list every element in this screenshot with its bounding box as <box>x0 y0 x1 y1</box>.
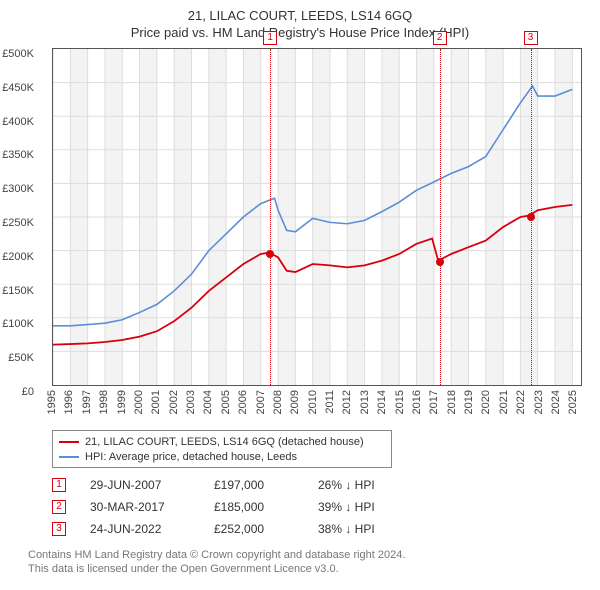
legend-label: HPI: Average price, detached house, Leed… <box>85 451 297 463</box>
x-tick-label: 2000 <box>133 390 145 414</box>
chart-subtitle: Price paid vs. HM Land Registry's House … <box>14 25 586 40</box>
x-tick-label: 2004 <box>202 390 214 414</box>
y-tick-label: £100K <box>2 318 34 330</box>
chart-title: 21, LILAC COURT, LEEDS, LS14 6GQ <box>14 8 586 23</box>
chart-area: 123 <box>52 48 582 386</box>
plot-area: 123 <box>52 48 582 386</box>
y-tick-label: £350K <box>2 149 34 161</box>
x-tick-label: 2013 <box>359 390 371 414</box>
x-tick-label: 2019 <box>463 390 475 414</box>
x-tick-label: 2020 <box>480 390 492 414</box>
legend-item: HPI: Average price, detached house, Leed… <box>59 449 385 464</box>
y-tick-label: £300K <box>2 183 34 195</box>
sale-marker-dot <box>436 258 444 266</box>
y-tick-label: £250K <box>2 217 34 229</box>
x-tick-label: 1997 <box>81 390 93 414</box>
legend-item: 21, LILAC COURT, LEEDS, LS14 6GQ (detach… <box>59 434 385 449</box>
x-tick-label: 2025 <box>567 390 579 414</box>
sale-row: 3 24-JUN-2022 £252,000 38% ↓ HPI <box>52 518 586 540</box>
sale-marker-box: 3 <box>524 31 538 45</box>
sale-marker-box: 2 <box>433 31 447 45</box>
x-tick-label: 2009 <box>289 390 301 414</box>
sale-marker-box: 1 <box>263 31 277 45</box>
chart-svg <box>53 49 581 385</box>
legend-label: 21, LILAC COURT, LEEDS, LS14 6GQ (detach… <box>85 436 364 448</box>
x-tick-label: 2008 <box>272 390 284 414</box>
chart-container: 21, LILAC COURT, LEEDS, LS14 6GQ Price p… <box>0 0 600 590</box>
x-tick-label: 2024 <box>550 390 562 414</box>
x-tick-label: 2011 <box>324 390 336 414</box>
sale-number-box: 1 <box>52 478 66 492</box>
sale-number-box: 2 <box>52 500 66 514</box>
y-tick-label: £200K <box>2 251 34 263</box>
x-tick-label: 2015 <box>394 390 406 414</box>
footer-line: Contains HM Land Registry data © Crown c… <box>28 548 586 562</box>
x-tick-label: 2012 <box>341 390 353 414</box>
footer-line: This data is licensed under the Open Gov… <box>28 562 586 576</box>
y-tick-label: £500K <box>2 48 34 60</box>
x-tick-label: 2002 <box>168 390 180 414</box>
x-tick-label: 2010 <box>307 390 319 414</box>
x-tick-label: 2023 <box>533 390 545 414</box>
sale-price: £197,000 <box>214 478 294 492</box>
footer: Contains HM Land Registry data © Crown c… <box>28 548 586 577</box>
sale-date: 29-JUN-2007 <box>90 478 190 492</box>
y-tick-label: £450K <box>2 82 34 94</box>
sale-diff: 26% ↓ HPI <box>318 478 375 492</box>
x-tick-label: 2021 <box>498 390 510 414</box>
y-tick-label: £50K <box>8 352 34 364</box>
sale-date: 24-JUN-2022 <box>90 522 190 536</box>
sale-diff: 39% ↓ HPI <box>318 500 375 514</box>
x-tick-label: 2016 <box>411 390 423 414</box>
legend-swatch <box>59 441 79 443</box>
sale-diff: 38% ↓ HPI <box>318 522 375 536</box>
x-tick-label: 1995 <box>46 390 58 414</box>
sales-table: 1 29-JUN-2007 £197,000 26% ↓ HPI 2 30-MAR-201… <box>52 474 586 540</box>
x-tick-label: 2001 <box>150 390 162 414</box>
sale-price: £185,000 <box>214 500 294 514</box>
sale-row: 2 30-MAR-2017 £185,000 39% ↓ HPI <box>52 496 586 518</box>
x-tick-label: 2022 <box>515 390 527 414</box>
x-tick-label: 2003 <box>185 390 197 414</box>
sale-marker-dot <box>527 213 535 221</box>
x-tick-label: 1996 <box>63 390 75 414</box>
x-tick-label: 2017 <box>428 390 440 414</box>
x-tick-label: 1998 <box>98 390 110 414</box>
sale-number-box: 3 <box>52 522 66 536</box>
sale-marker-line <box>440 49 441 385</box>
legend-swatch <box>59 456 79 458</box>
sale-marker-dot <box>266 250 274 258</box>
x-tick-label: 2014 <box>376 390 388 414</box>
y-tick-label: £150K <box>2 285 34 297</box>
x-tick-label: 2006 <box>237 390 249 414</box>
x-axis-labels: 1995199619971998199920002001200220032004… <box>52 386 582 426</box>
y-tick-label: £0 <box>22 386 34 398</box>
x-tick-label: 2007 <box>255 390 267 414</box>
x-tick-label: 1999 <box>116 390 128 414</box>
sale-marker-line <box>270 49 271 385</box>
y-tick-label: £400K <box>2 116 34 128</box>
sale-row: 1 29-JUN-2007 £197,000 26% ↓ HPI <box>52 474 586 496</box>
x-tick-label: 2018 <box>446 390 458 414</box>
sale-price: £252,000 <box>214 522 294 536</box>
y-axis-labels: £0£50K£100K£150K£200K£250K£300K£350K£400… <box>0 54 36 392</box>
legend: 21, LILAC COURT, LEEDS, LS14 6GQ (detach… <box>52 430 392 468</box>
sale-date: 30-MAR-2017 <box>90 500 190 514</box>
x-tick-label: 2005 <box>220 390 232 414</box>
